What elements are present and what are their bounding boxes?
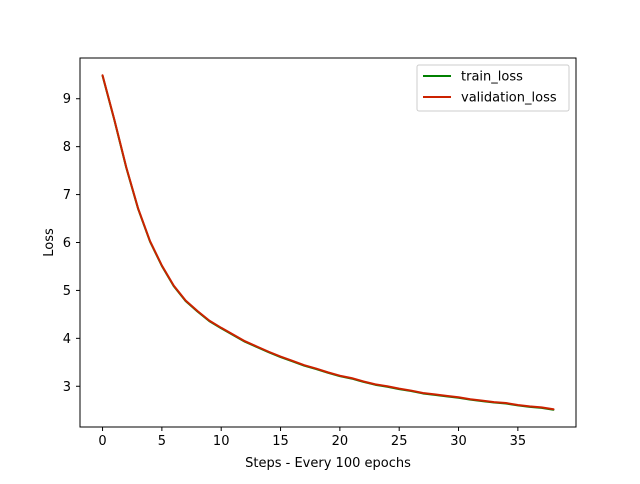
legend-label-validation-loss: validation_loss [461,91,557,106]
x-tick-label: 35 [510,434,527,449]
x-axis-label: Steps - Every 100 epochs [245,456,411,471]
y-axis-ticks: 3 4 5 6 7 8 9 [63,92,80,395]
x-tick-label: 0 [98,434,106,449]
y-tick-label: 8 [63,140,71,155]
y-tick-label: 9 [63,92,71,107]
x-axis-ticks: 0 5 10 15 20 25 30 35 [98,427,526,449]
legend-label-train-loss: train_loss [461,70,523,85]
legend: train_loss validation_loss [416,64,570,112]
legend-box [416,64,570,112]
x-tick-label: 5 [158,434,166,449]
series-lines [101,74,555,411]
series-line-validation-loss [101,74,555,411]
x-tick-label: 25 [391,434,408,449]
x-tick-label: 15 [272,434,289,449]
y-tick-label: 3 [63,380,71,395]
y-tick-label: 5 [63,284,71,299]
y-axis-label: Loss [42,228,57,257]
x-tick-label: 30 [450,434,467,449]
x-tick-label: 10 [213,434,230,449]
x-tick-label: 20 [332,434,349,449]
y-tick-label: 4 [63,332,71,347]
y-tick-label: 6 [63,236,71,251]
y-tick-label: 7 [63,188,71,203]
series-line-train-loss [101,74,555,411]
